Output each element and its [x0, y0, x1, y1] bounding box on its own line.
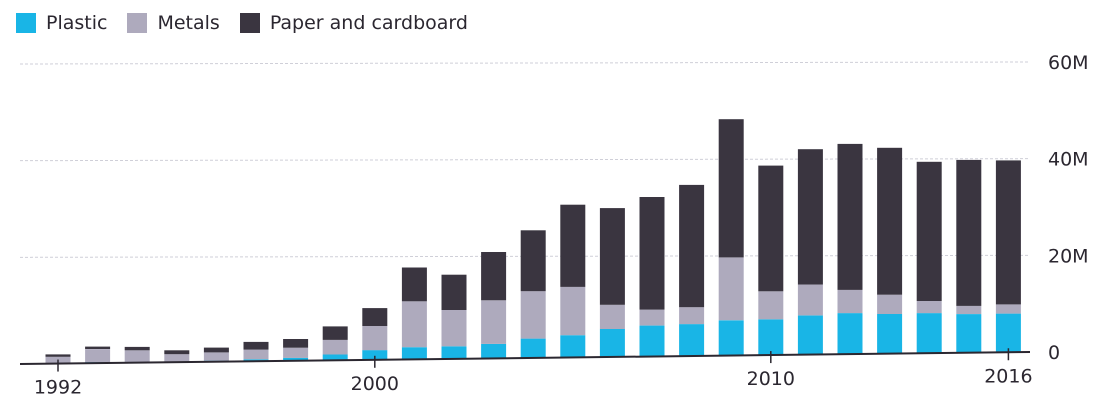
bar-paper-and-cardboard-2003 [481, 252, 507, 301]
axes: 0 20M 40M 60M 1992 2000 2010 2016 [19, 52, 1089, 399]
bar-plastic-2006 [599, 328, 625, 357]
bar-metals-2011 [797, 284, 823, 316]
bar-plastic-2014 [916, 313, 942, 354]
bar-paper-and-cardboard-2014 [916, 161, 942, 301]
bar-paper-and-cardboard-2001 [401, 267, 427, 302]
bar-metals-2006 [599, 304, 625, 329]
bar-metals-1999 [322, 340, 348, 355]
bar-metals-1997 [243, 349, 269, 360]
bar-metals-2014 [916, 301, 942, 314]
legend-swatch-paper [239, 13, 260, 33]
y-tick-label: 0 [1048, 342, 1060, 364]
bar-paper-and-cardboard-2011 [797, 149, 823, 285]
bar-metals-2016 [995, 304, 1021, 314]
bar-paper-and-cardboard-1995 [164, 350, 190, 355]
gridline-60m [19, 61, 1031, 65]
bar-paper-and-cardboard-2007 [639, 197, 665, 310]
bar-paper-and-cardboard-2016 [995, 160, 1021, 305]
bar-paper-and-cardboard-2010 [758, 165, 784, 292]
bar-plastic-2010 [758, 319, 784, 356]
bar-plastic-2004 [520, 338, 546, 358]
x-tick-label: 2000 [351, 373, 399, 395]
bar-metals-2007 [639, 309, 665, 326]
legend-item-paper: Paper and cardboard [239, 12, 468, 34]
bar-plastic-2001 [401, 347, 427, 360]
bar-paper-and-cardboard-1992 [45, 354, 71, 357]
bar-plastic-1998 [283, 357, 309, 361]
legend-item-plastic: Plastic [16, 12, 107, 34]
bar-plastic-2002 [441, 346, 467, 359]
bar-paper-and-cardboard-2013 [877, 147, 903, 295]
bar-metals-2010 [758, 291, 784, 320]
y-tick-label: 20M [1048, 245, 1089, 267]
bar-metals-1994 [124, 350, 150, 362]
bar-paper-and-cardboard-1998 [283, 339, 309, 348]
bar-metals-2009 [718, 257, 744, 321]
bar-metals-2005 [560, 286, 586, 336]
bar-metals-2015 [956, 305, 982, 314]
bar-plastic-2007 [639, 325, 665, 357]
bar-metals-2012 [837, 289, 863, 314]
bar-paper-and-cardboard-2015 [956, 159, 982, 306]
bar-paper-and-cardboard-1997 [243, 341, 269, 350]
bar-metals-2004 [520, 291, 546, 339]
bar-paper-and-cardboard-2000 [362, 308, 388, 326]
bars [45, 119, 1021, 364]
bar-plastic-1999 [322, 354, 348, 361]
bar-plastic-2000 [362, 350, 388, 360]
bar-metals-1996 [203, 352, 229, 361]
bar-plastic-2012 [837, 313, 863, 355]
bar-paper-and-cardboard-2002 [441, 274, 467, 310]
bar-plastic-2013 [877, 314, 903, 354]
bar-metals-2000 [362, 326, 388, 351]
bar-paper-and-cardboard-2004 [520, 230, 546, 292]
legend-label-paper: Paper and cardboard [269, 12, 468, 34]
y-tick-label: 40M [1048, 149, 1089, 171]
bar-metals-2008 [679, 307, 705, 325]
bar-plastic-2015 [956, 314, 982, 353]
bar-metals-2002 [441, 310, 467, 347]
legend-swatch-metals [127, 13, 148, 33]
bar-metals-2013 [877, 294, 903, 314]
legend: Plastic Metals Paper and cardboard [16, 12, 468, 34]
bar-plastic-2011 [797, 315, 823, 355]
bar-paper-and-cardboard-1999 [322, 326, 348, 340]
bar-paper-and-cardboard-2008 [679, 184, 705, 308]
y-tick-label: 60M [1048, 52, 1089, 74]
bar-metals-2003 [481, 300, 507, 344]
bar-plastic-2009 [718, 320, 744, 356]
bar-paper-and-cardboard-2012 [837, 143, 863, 290]
bar-plastic-2008 [679, 324, 705, 356]
bar-plastic-2016 [995, 313, 1021, 353]
bar-plastic-2005 [560, 335, 586, 358]
bar-paper-and-cardboard-2009 [718, 119, 744, 258]
legend-label-plastic: Plastic [46, 12, 108, 34]
bar-plastic-2003 [481, 343, 507, 359]
x-tick-label: 2016 [984, 365, 1032, 387]
bar-metals-1995 [164, 354, 190, 362]
legend-item-metals: Metals [127, 12, 220, 34]
x-tick-label: 2010 [747, 368, 795, 390]
bar-paper-and-cardboard-1994 [124, 346, 150, 351]
bar-metals-1998 [283, 347, 309, 358]
bar-paper-and-cardboard-1993 [85, 346, 111, 349]
bar-paper-and-cardboard-2006 [599, 208, 625, 305]
bar-metals-1993 [85, 349, 111, 363]
bar-metals-2001 [401, 301, 427, 348]
x-tick-label: 1992 [34, 377, 82, 399]
bar-paper-and-cardboard-2005 [560, 204, 586, 287]
x-axis-baseline [19, 351, 1031, 365]
legend-label-metals: Metals [157, 12, 220, 34]
legend-swatch-plastic [16, 13, 36, 33]
bar-paper-and-cardboard-1996 [203, 347, 229, 353]
